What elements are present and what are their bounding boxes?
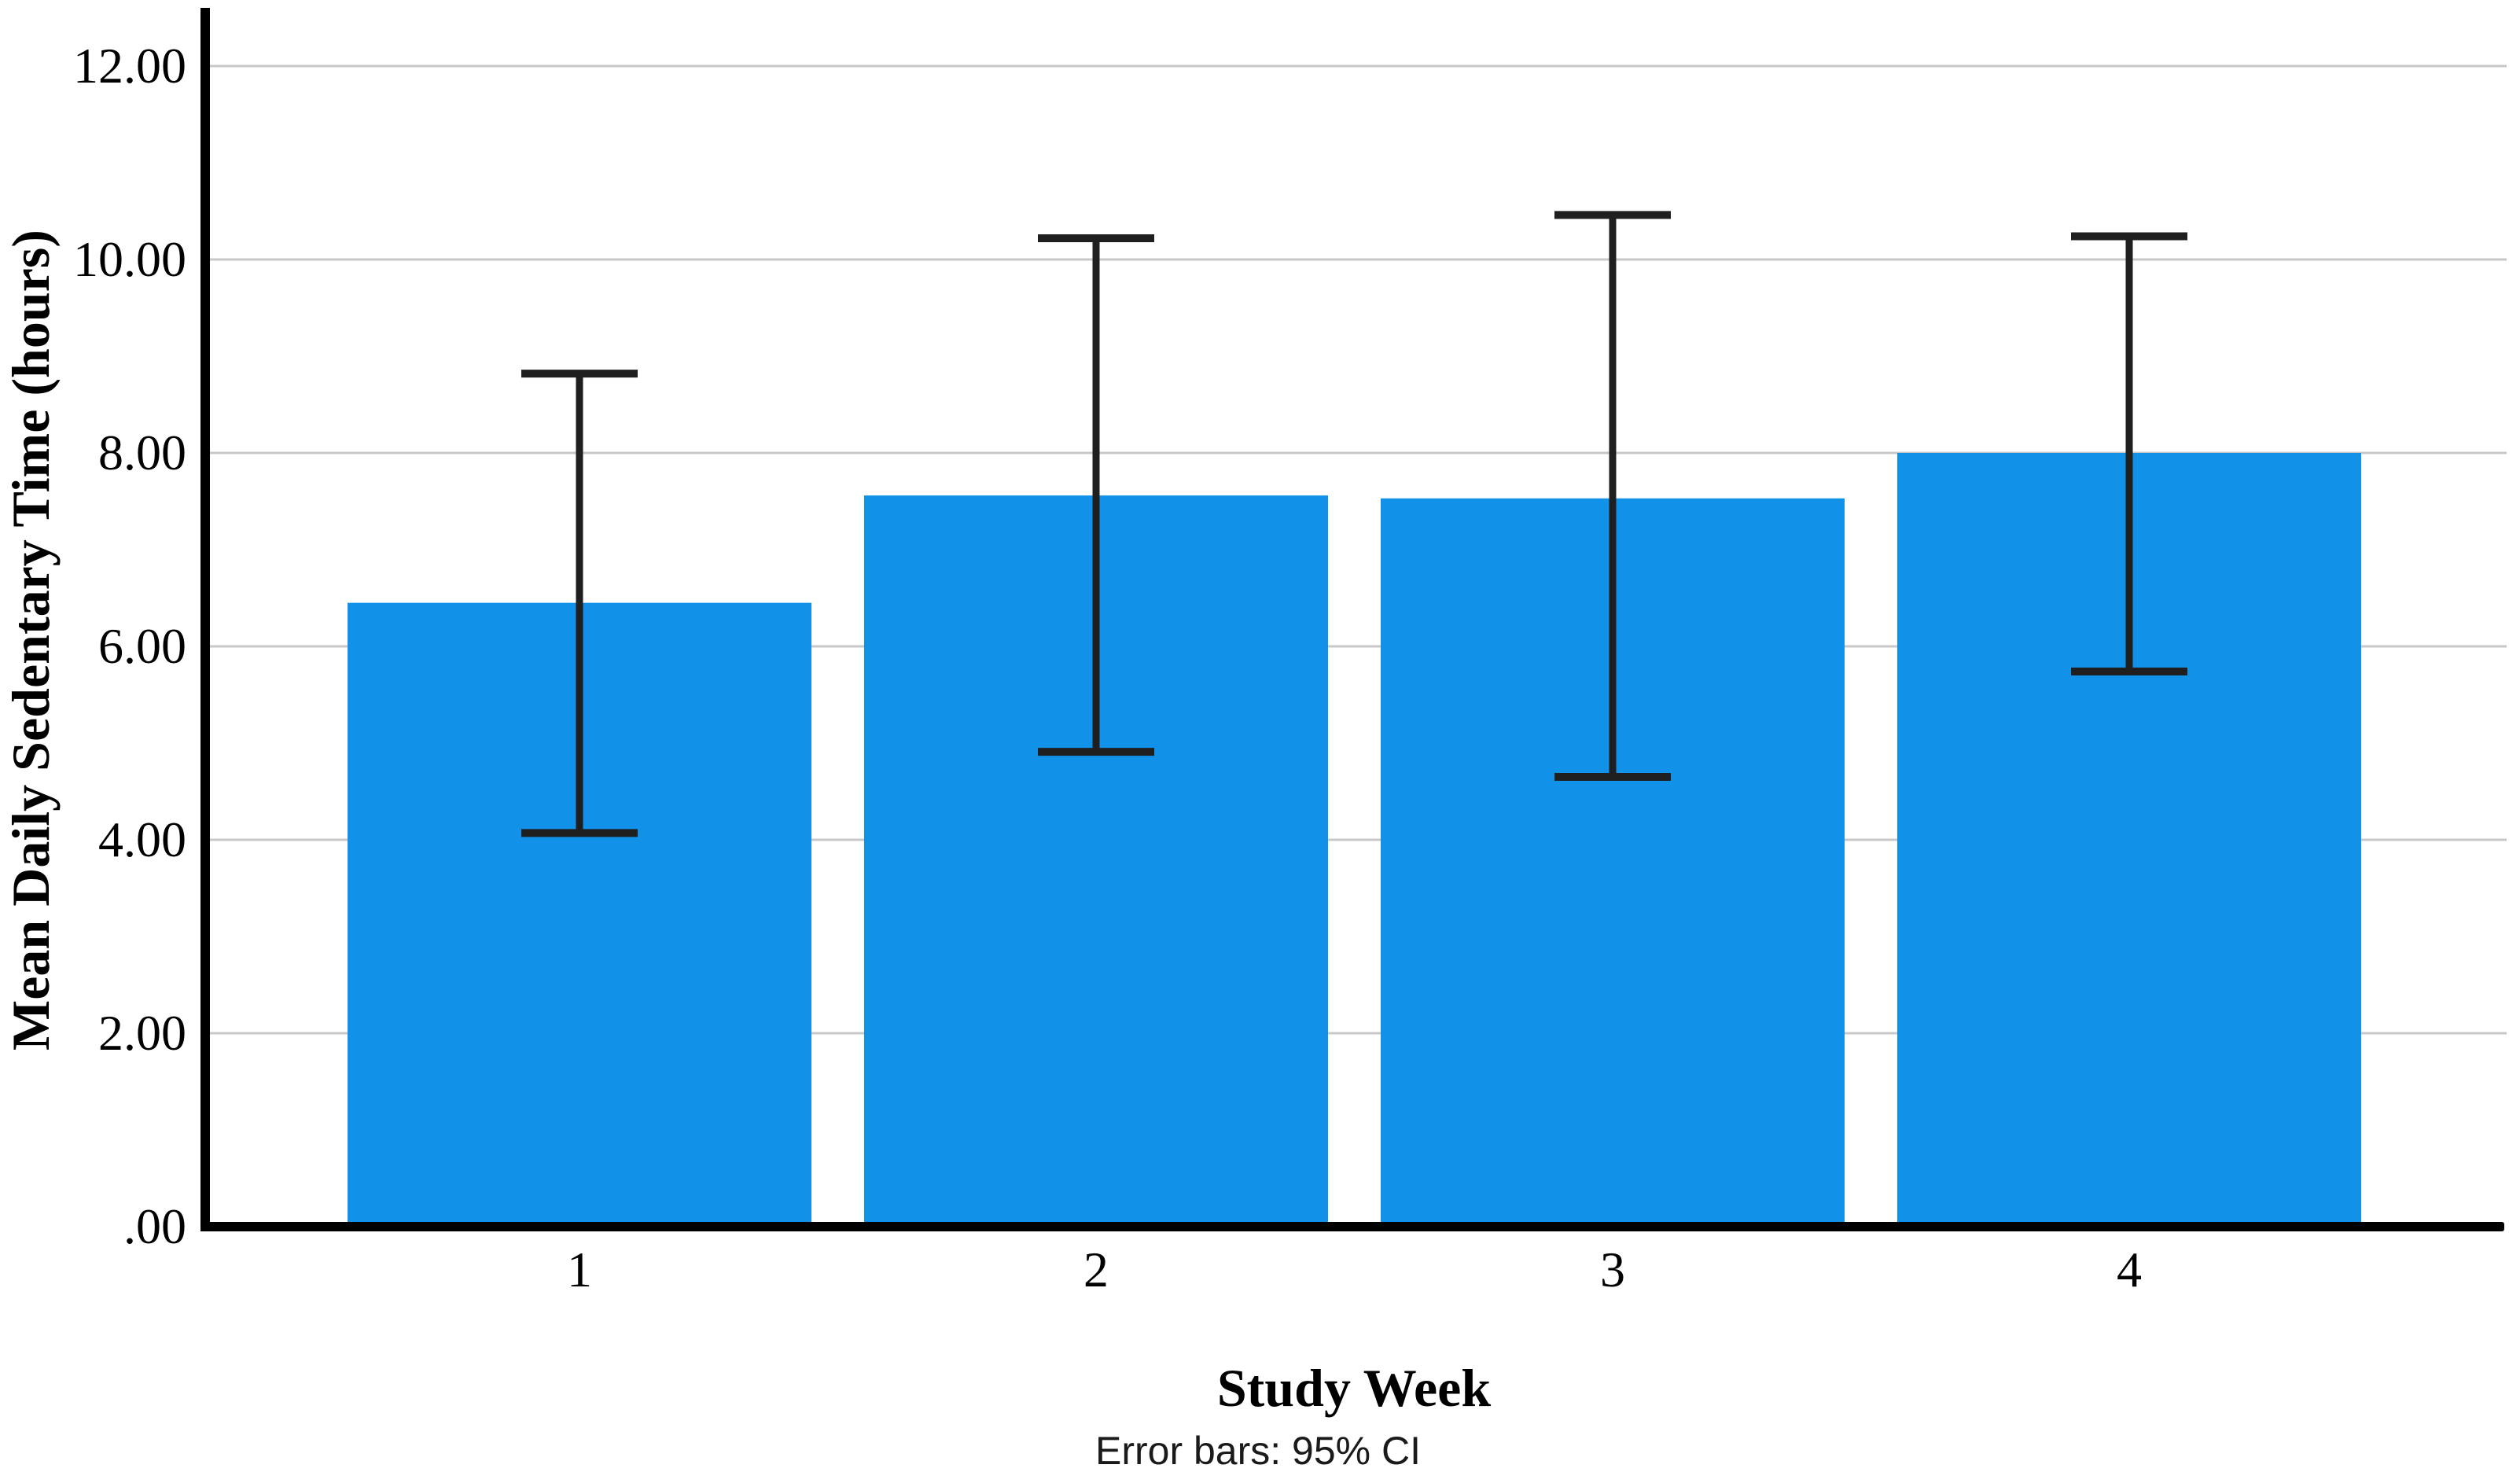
y-tick-label: 6.00 [98,618,186,674]
axes-group [200,8,2504,1231]
error-bars-group [521,211,2187,837]
tick-labels-group: .00 2.00 4.00 6.00 8.00 10.00 12.00 1 2 3 4 [73,38,2142,1297]
x-tick-label: 1 [567,1242,592,1297]
x-axis-title: Study Week [1217,1358,1491,1418]
y-tick-label: 2.00 [98,1005,186,1061]
y-tick-label: 10.00 [73,231,186,287]
y-axis-title: Mean Daily Sedentary Time (hours) [1,230,61,1051]
y-tick-label: 8.00 [98,425,186,480]
x-tick-label: 3 [1600,1242,1625,1297]
y-tick-label: 12.00 [73,38,186,94]
y-tick-label: .00 [123,1198,186,1254]
x-axis-line [200,1222,2504,1231]
x-tick-label: 4 [2117,1242,2142,1297]
y-axis-line [200,8,210,1231]
x-tick-label: 2 [1083,1242,1109,1297]
y-tick-label: 4.00 [98,811,186,867]
error-bars-caption: Error bars: 95% CI [1095,1429,1421,1473]
